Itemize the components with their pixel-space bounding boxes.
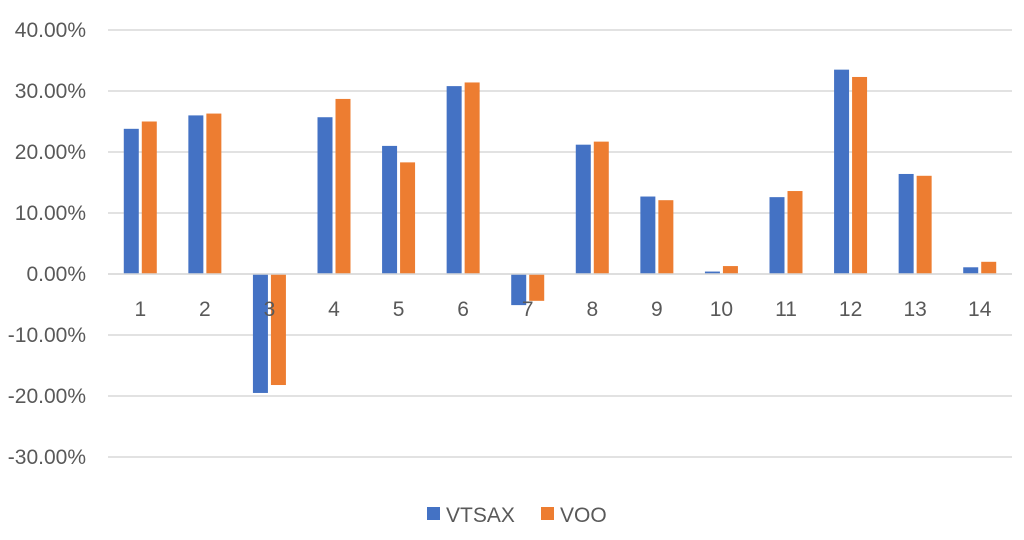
x-tick-label: 3 <box>264 298 276 321</box>
legend-label-vtsax: VTSAX <box>446 504 515 527</box>
gridlines <box>108 29 1012 458</box>
x-tick-label: 4 <box>328 298 340 321</box>
x-tick-label: 6 <box>457 298 469 321</box>
bar-voo-5 <box>400 162 416 274</box>
bar-vtsax-4 <box>317 117 333 274</box>
x-tick-label: 8 <box>586 298 598 321</box>
y-tick-label: 30.00% <box>15 80 86 103</box>
bar-vtsax-9 <box>640 196 656 274</box>
legend: VTSAX VOO <box>427 504 607 527</box>
y-axis-tick-labels: -30.00% -20.00% -10.00% 0.00% 10.00% 20.00% 30… <box>8 19 86 469</box>
bar-vtsax-3 <box>252 274 268 393</box>
legend-swatch-vtsax <box>427 507 440 520</box>
x-tick-label: 11 <box>775 298 797 321</box>
y-tick-label: 0.00% <box>26 263 86 286</box>
y-tick-label: -20.00% <box>8 385 86 408</box>
legend-swatch-voo <box>541 507 554 520</box>
bar-vtsax-2 <box>188 115 204 275</box>
x-tick-label: 14 <box>968 298 992 321</box>
bar-vtsax-11 <box>769 197 785 274</box>
y-tick-label: 20.00% <box>15 141 86 164</box>
bar-vtsax-13 <box>898 173 914 274</box>
x-axis-tick-labels: 1 2 3 4 5 6 7 8 9 10 11 12 13 14 <box>134 298 991 321</box>
bar-voo-13 <box>916 175 932 274</box>
x-tick-label: 1 <box>134 298 146 321</box>
bar-voo-7 <box>529 274 545 301</box>
bar-voo-4 <box>335 98 351 275</box>
x-tick-label: 5 <box>393 298 405 321</box>
bar-voo-9 <box>658 200 674 274</box>
bar-voo-2 <box>206 113 222 274</box>
bar-voo-1 <box>141 121 157 274</box>
bars <box>123 69 997 393</box>
y-tick-label: 10.00% <box>15 202 86 225</box>
y-tick-label: -30.00% <box>8 446 86 469</box>
x-tick-label: 7 <box>522 298 534 321</box>
bar-vtsax-5 <box>382 145 398 274</box>
bar-voo-3 <box>270 274 286 386</box>
bar-voo-11 <box>787 191 803 274</box>
bar-vtsax-7 <box>511 274 527 306</box>
bar-voo-6 <box>464 82 480 275</box>
x-tick-label: 9 <box>651 298 663 321</box>
bar-vtsax-6 <box>446 86 462 275</box>
y-tick-label: 40.00% <box>15 19 86 42</box>
bar-voo-14 <box>981 261 997 274</box>
x-tick-label: 10 <box>710 298 733 321</box>
bar-vtsax-8 <box>575 144 591 274</box>
bar-voo-12 <box>852 76 868 274</box>
legend-label-voo: VOO <box>560 504 607 527</box>
bar-vtsax-10 <box>704 271 720 274</box>
x-tick-label: 13 <box>903 298 926 321</box>
bar-voo-10 <box>722 266 738 274</box>
x-tick-label: 12 <box>839 298 862 321</box>
y-tick-label: -10.00% <box>8 324 86 347</box>
bar-vtsax-14 <box>963 267 979 274</box>
bar-vtsax-12 <box>834 69 850 275</box>
x-tick-label: 2 <box>199 298 211 321</box>
bar-voo-8 <box>593 141 609 274</box>
bar-vtsax-1 <box>123 128 139 274</box>
